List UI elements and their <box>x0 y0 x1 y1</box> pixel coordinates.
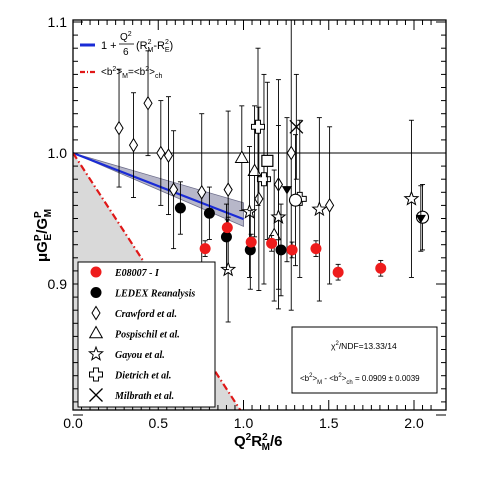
data-point-cross <box>250 119 265 134</box>
data-point-filled-circle-black <box>203 207 215 219</box>
y-tick-label: 0.9 <box>48 276 68 292</box>
fit-legend-radius-term: (R2 M-R2 E) <box>136 39 173 54</box>
data-point-diamond <box>325 197 335 213</box>
data-point-filled-circle-red <box>286 244 298 256</box>
series-diamond <box>114 20 335 311</box>
legend-marker-cross <box>89 367 103 382</box>
legend-entry-filled-circle-black: LEDEX Reanalysis <box>90 287 195 300</box>
series-filled-circle-red <box>199 219 387 281</box>
series-open-circle <box>288 134 430 267</box>
axes: 0.0 0.5 1.0 1.5 2.0 0.9 1.0 1.1 <box>48 14 446 431</box>
data-point-diamond <box>254 191 264 207</box>
legend-label: Gayou et al. <box>115 350 165 361</box>
fit-legend-fraction-num: Q2 <box>120 31 132 43</box>
y-tick-label: 1.0 <box>48 145 68 161</box>
series-triangle <box>234 105 282 302</box>
data-point-filled-circle-black <box>220 231 232 243</box>
legend-entry-diamond: Crawford et al. <box>91 305 177 321</box>
fit-uncertainty-band <box>73 152 244 227</box>
data-point-cross <box>256 172 271 187</box>
line-legend: 1 + Q2 6 (R2 M-R2 E) <b2>M=<b2>ch <box>80 31 173 80</box>
legend-marker-diamond <box>91 305 101 321</box>
series-open-square <box>261 81 274 240</box>
legend-entry-star: Gayou et al. <box>87 345 165 361</box>
data-point-filled-circle-red <box>266 237 278 249</box>
x-tick-label: 2.0 <box>404 415 424 431</box>
data-point-diamond <box>169 182 179 198</box>
x-tick-label: 1.5 <box>319 415 339 431</box>
x-axis-label: Q2R2 M/6 <box>234 432 283 453</box>
fit-legend-label: 1 + <box>101 40 117 52</box>
legend-marker-filled-circle-black <box>90 287 102 298</box>
legend-label: LEDEX Reanalysis <box>114 289 195 300</box>
y-tick-label: 1.1 <box>48 14 68 30</box>
x-tick-label: 0.0 <box>63 415 83 431</box>
data-point-diamond <box>128 137 139 153</box>
legend-entry-cross: Dietrich et al. <box>89 367 171 382</box>
data-point-filled-triangle-down <box>415 214 426 224</box>
data-point-open-square <box>261 154 274 167</box>
data-point-star <box>403 190 420 206</box>
series-star <box>220 117 420 323</box>
stats-box: χ2/NDF=13.33/14 <b2>M - <b2>ch = 0.0909 … <box>291 326 438 394</box>
legend-label: E08007 - I <box>114 268 160 279</box>
data-point-filled-circle-red <box>332 266 344 278</box>
legend-marker-triangle <box>88 325 104 339</box>
data-point-star <box>220 261 237 277</box>
legend-label: Milbrath et al. <box>114 391 174 402</box>
legend-entry-triangle: Pospischil et al. <box>88 325 180 341</box>
series-x <box>289 73 304 180</box>
data-point-filled-circle-red <box>221 222 233 234</box>
data-point-star <box>241 203 258 219</box>
data-point-filled-circle-black <box>275 244 287 256</box>
data-point-diamond <box>163 148 174 164</box>
stats-box-frame <box>291 326 438 394</box>
data-point-diamond <box>143 95 153 111</box>
data-point-triangle <box>234 150 249 163</box>
series-filled-circle-black <box>174 181 287 297</box>
data-point-filled-circle-red <box>375 262 387 274</box>
data-point-star <box>311 200 328 217</box>
data-point-open-circle <box>288 193 303 207</box>
legend-entry-x: Milbrath et al. <box>89 388 174 402</box>
legend-marker-filled-circle-red <box>90 266 102 278</box>
legend-label: Crawford et al. <box>115 309 177 320</box>
data-point-diamond <box>197 184 207 200</box>
fit-legend-fraction-den: 6 <box>123 47 129 58</box>
legend-marker-star <box>87 345 105 361</box>
data-point-diamond <box>156 145 166 161</box>
data-point-filled-circle-black <box>174 202 186 214</box>
chi2-label: χ2/NDF=13.33/14 <box>331 341 397 351</box>
fit-line <box>73 151 244 221</box>
legend-marker-x <box>89 388 103 402</box>
marker-legend: E08007 - I LEDEX Reanalysis Crawford et al… <box>77 261 216 408</box>
legend-label: Pospischil et al. <box>115 330 180 341</box>
x-tick-label: 1.0 <box>234 415 254 431</box>
legend-label: Dietrich et al. <box>114 371 171 382</box>
constraint-legend-label: <b2>M=<b2>ch <box>101 66 163 80</box>
data-point-diamond <box>286 145 296 161</box>
data-point-filled-circle-red <box>199 243 211 255</box>
data-point-filled-circle-red <box>245 236 257 248</box>
series-filled-triangle-down <box>281 117 426 263</box>
data-point-x <box>289 119 304 134</box>
x-tick-label: 0.5 <box>149 415 169 431</box>
data-point-star <box>270 208 287 225</box>
y-axis-label: μGPE/GPM <box>33 209 54 262</box>
data-point-filled-circle-red <box>310 243 322 255</box>
plot-frame <box>72 19 447 411</box>
data-point-filled-triangle-down <box>281 186 293 195</box>
b2-difference-label: <b2>M - <b2>ch = 0.0909 ± 0.0039 <box>300 373 420 386</box>
data-point-diamond <box>114 120 124 136</box>
data-point-diamond <box>223 182 233 198</box>
legend-entry-filled-circle-red: E08007 - I <box>90 266 160 279</box>
